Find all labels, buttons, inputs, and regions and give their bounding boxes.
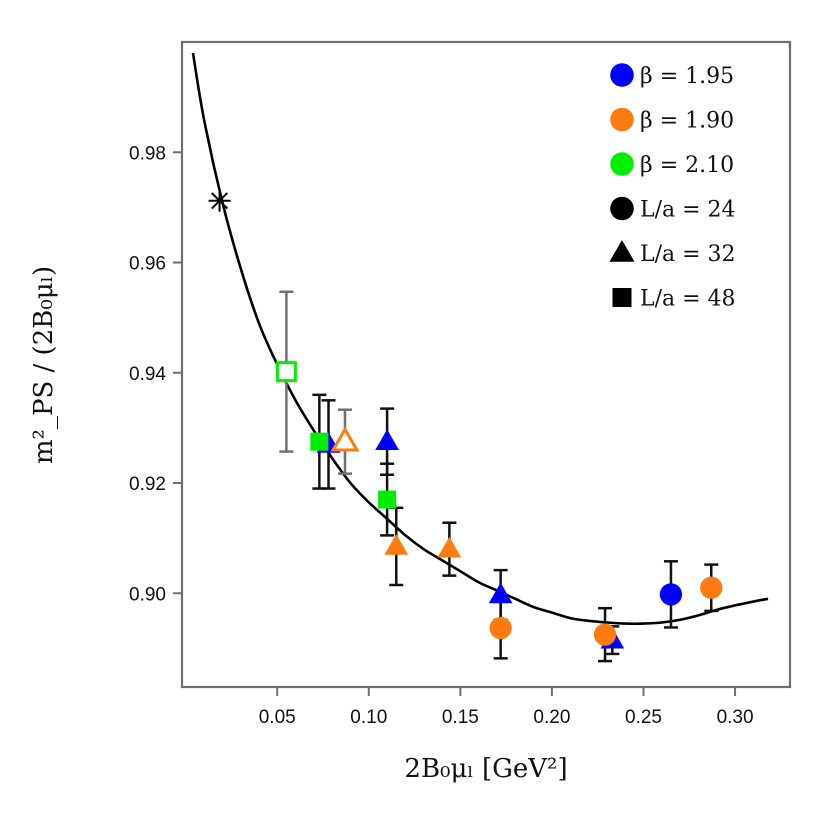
legend-marker-circle: [610, 107, 634, 132]
legend-label: L/a = 32: [640, 242, 736, 267]
y-tick-label: 0.98: [129, 143, 166, 164]
legend-label: β = 2.10: [640, 153, 734, 178]
data-point-triangle: [488, 582, 513, 604]
legend-marker-circle: [610, 196, 634, 221]
x-tick-label: 0.15: [442, 707, 479, 728]
legend-label: β = 1.95: [640, 64, 734, 89]
y-axis-ticks: 0.90 0.92 0.94 0.96 0.98: [129, 143, 182, 605]
data-points-layer: [275, 361, 723, 649]
x-tick-label: 0.20: [533, 707, 570, 728]
data-point-circle: [489, 616, 512, 640]
x-axis-title: 2B₀μₗ [GeV²]: [404, 754, 567, 784]
x-tick-label: 0.05: [259, 707, 296, 728]
x-tick-label: 0.10: [350, 707, 387, 728]
legend-label: β = 1.90: [640, 109, 734, 134]
data-point-square: [310, 432, 329, 451]
y-tick-label: 0.94: [129, 364, 166, 385]
plot-frame: [180, 40, 792, 689]
data-point-triangle: [330, 426, 360, 452]
data-point-circle: [700, 576, 723, 599]
x-tick-label: 0.25: [625, 707, 662, 728]
data-point-square: [275, 361, 297, 383]
legend-label: L/a = 48: [640, 287, 736, 312]
physical-point-marker: [208, 189, 231, 212]
data-point-triangle: [384, 534, 409, 555]
legend: β = 1.95 β = 1.90 β = 2.10 L/a = 24 L/a = 32…: [609, 63, 736, 312]
data-point-circle: [593, 623, 617, 646]
y-tick-label: 0.92: [129, 474, 166, 495]
y-axis-title: m²_PS / (2B₀μₗ): [29, 266, 59, 464]
x-axis-ticks: 0.05 0.10 0.15 0.20 0.25 0.30: [259, 687, 754, 728]
legend-marker-triangle: [609, 240, 635, 262]
legend-marker-square: [612, 288, 632, 307]
data-point-square: [378, 490, 397, 509]
legend-marker-circle: [610, 152, 634, 176]
y-tick-label: 0.90: [129, 584, 166, 605]
legend-marker-circle: [610, 63, 634, 87]
legend-label: L/a = 24: [640, 198, 736, 223]
data-point-triangle: [375, 429, 399, 450]
data-point-triangle: [437, 536, 462, 558]
x-tick-label: 0.30: [717, 707, 754, 728]
y-tick-label: 0.96: [129, 254, 166, 275]
data-point-circle: [659, 583, 683, 606]
